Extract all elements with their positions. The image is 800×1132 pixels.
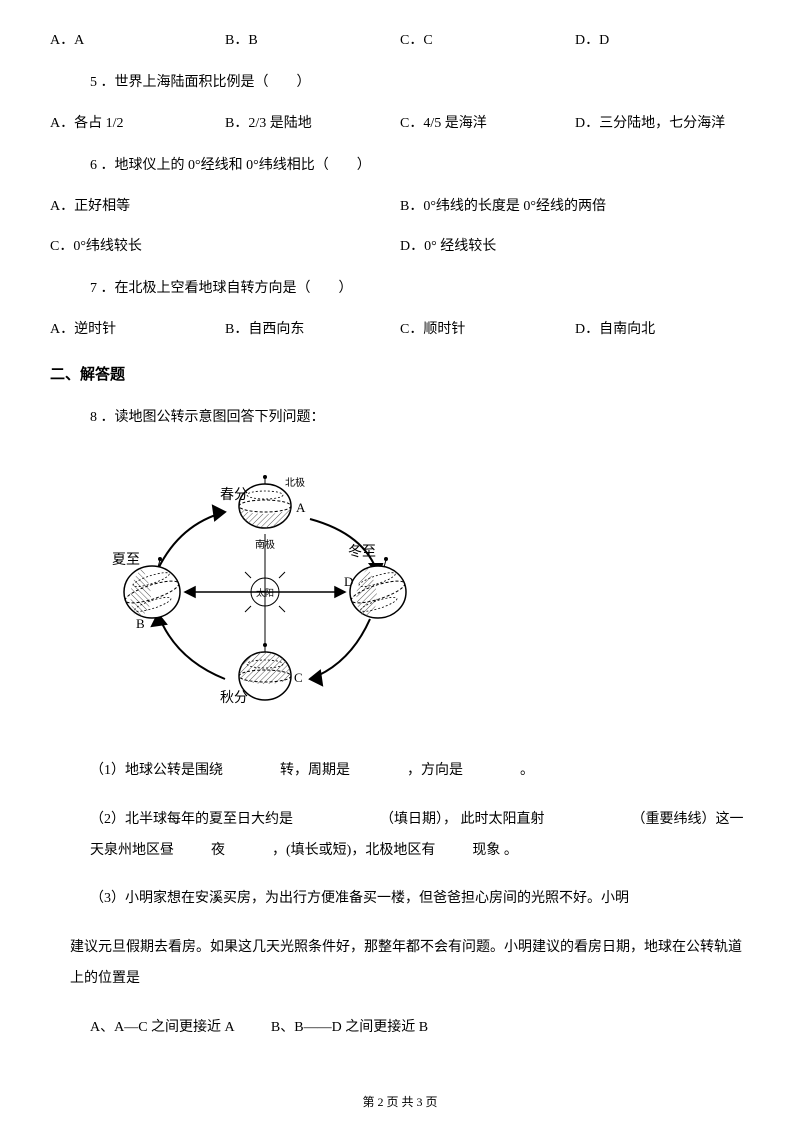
revolution-diagram: 太阳 bbox=[110, 464, 420, 714]
q8-p2f: 现象 。 bbox=[472, 843, 518, 858]
pos-d-label: D bbox=[344, 574, 353, 589]
q5-option-d: D．三分陆地，七分海洋 bbox=[575, 113, 750, 135]
q8-p1a: （1）地球公转是围绕 bbox=[90, 763, 223, 778]
q7-option-b: B．自西向东 bbox=[225, 319, 400, 341]
q8-p1b: 转，周期是 bbox=[280, 763, 350, 778]
q8-p5: A、A—C 之间更接近 A B、B——D 之间更接近 B bbox=[90, 1013, 750, 1044]
q5-option-b: B．2/3 是陆地 bbox=[225, 113, 400, 135]
q5-option-a: A．各占 1/2 bbox=[50, 113, 225, 135]
q8-p5b: B、B——D 之间更接近 B bbox=[271, 1020, 428, 1035]
summer-label: 夏至 bbox=[112, 552, 140, 568]
q8-p2a: （2）北半球每年的夏至日大约是 bbox=[90, 812, 293, 827]
q6-option-c: C．0°纬线较长 bbox=[50, 236, 400, 258]
q6-option-d: D．0° 经线较长 bbox=[400, 236, 750, 258]
q8-p1: （1）地球公转是围绕 转，周期是 ，方向是 。 bbox=[90, 756, 750, 787]
q8-p5a: A、A—C 之间更接近 A bbox=[90, 1020, 234, 1035]
q8-p2e: ，(填长或短)，北极地区有 bbox=[272, 843, 435, 858]
south-pole-label: 南极 bbox=[255, 538, 275, 551]
q8-p2b: （填日期）， 此时太阳直射 bbox=[380, 812, 545, 827]
pos-b-label: B bbox=[136, 616, 145, 631]
q8-p3: （3）小明家想在安溪买房，为出行方便准备买一楼，但爸爸担心房间的光照不好。小明 bbox=[90, 884, 750, 915]
q7-option-a: A．逆时针 bbox=[50, 319, 225, 341]
winter-label: 冬至 bbox=[348, 544, 376, 560]
q6-text: 6 ．地球仪上的 0°经线和 0°纬线相比（ ） bbox=[90, 155, 750, 177]
q4-option-b: B．B bbox=[225, 30, 400, 52]
pos-c-label: C bbox=[294, 670, 303, 685]
q6-options-row2: C．0°纬线较长 D．0° 经线较长 bbox=[50, 236, 750, 258]
autumn-label: 秋分 bbox=[220, 690, 248, 706]
q8-p2: （2）北半球每年的夏至日大约是 （填日期）， 此时太阳直射 （重要纬线）这一天泉… bbox=[90, 805, 750, 867]
page-footer: 第 2 页 共 3 页 bbox=[0, 1093, 800, 1110]
q5-option-c: C．4/5 是海洋 bbox=[400, 113, 575, 135]
section2-title: 二、解答题 bbox=[50, 363, 750, 387]
q8-p1c: ，方向是 bbox=[407, 763, 463, 778]
q8-p2d: 夜 bbox=[211, 843, 225, 858]
q4-options: A．A B．B C．C D．D bbox=[50, 30, 750, 52]
q4-option-d: D．D bbox=[575, 30, 750, 52]
q5-text: 5 ．世界上海陆面积比例是（ ） bbox=[90, 72, 750, 94]
q5-options: A．各占 1/2 B．2/3 是陆地 C．4/5 是海洋 D．三分陆地，七分海洋 bbox=[50, 113, 750, 135]
q7-options: A．逆时针 B．自西向东 C．顺时针 D．自南向北 bbox=[50, 319, 750, 341]
spring-label: 春分 bbox=[220, 487, 248, 503]
q6-option-b: B．0°纬线的长度是 0°经线的两倍 bbox=[400, 196, 750, 218]
q7-option-c: C．顺时针 bbox=[400, 319, 575, 341]
q7-text: 7 ．在北极上空看地球自转方向是（ ） bbox=[90, 278, 750, 300]
q7-option-d: D．自南向北 bbox=[575, 319, 750, 341]
q6-option-a: A．正好相等 bbox=[50, 196, 400, 218]
q8-p1d: 。 bbox=[520, 763, 534, 778]
north-pole-label: 北极 bbox=[285, 476, 305, 489]
q4-option-c: C．C bbox=[400, 30, 575, 52]
q8-text: 8 ．读地图公转示意图回答下列问题： bbox=[90, 407, 750, 429]
q8-p4: 建议元旦假期去看房。如果这几天光照条件好，那整年都不会有问题。小明建议的看房日期… bbox=[70, 933, 750, 995]
pos-a-label: A bbox=[296, 500, 306, 515]
q4-option-a: A．A bbox=[50, 30, 225, 52]
q6-options-row1: A．正好相等 B．0°纬线的长度是 0°经线的两倍 bbox=[50, 196, 750, 218]
